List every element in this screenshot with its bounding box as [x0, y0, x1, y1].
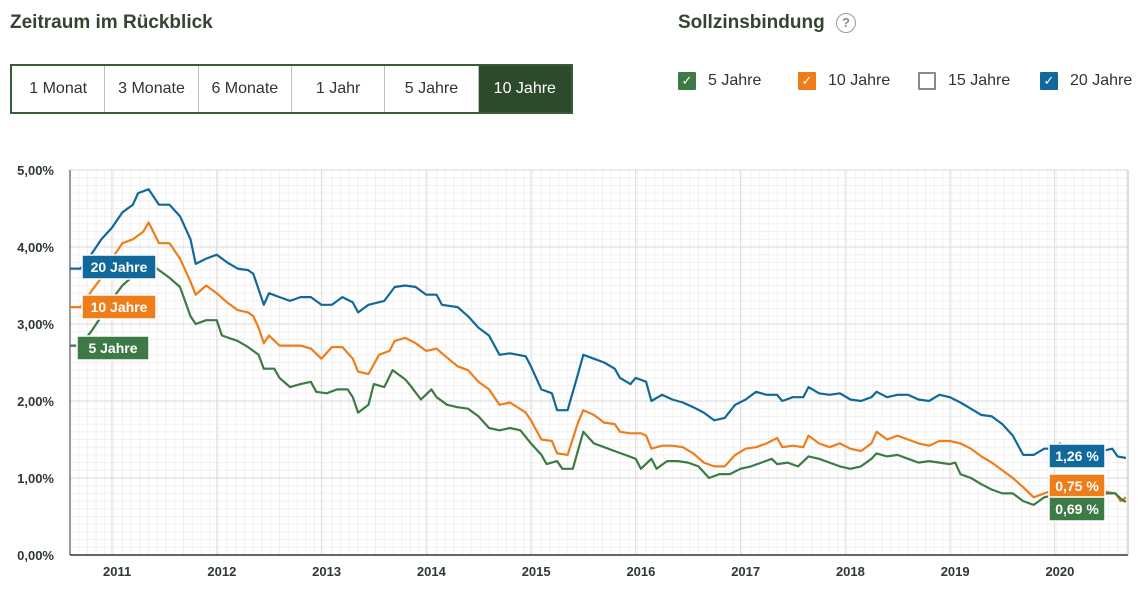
x-tick-label: 2015 [522, 564, 551, 579]
start-tag-label-1: 10 Jahre [91, 299, 148, 315]
end-tag-2 [1048, 496, 1106, 522]
end-tag-0 [1048, 443, 1106, 469]
legend-checkbox-1[interactable]: ✓ [798, 72, 816, 90]
legend-item-1[interactable]: ✓ 10 Jahre [798, 72, 890, 90]
start-tag-2 [76, 335, 150, 361]
x-tick-label: 2017 [731, 564, 760, 579]
series-line-10-jahre [70, 221, 1127, 503]
legend-checkbox-3[interactable]: ✓ [1040, 72, 1058, 90]
x-tick-label: 2011 [103, 564, 131, 579]
start-tag-label-2: 5 Jahre [88, 340, 137, 356]
series-line-20-jahre [70, 188, 1127, 460]
range-button-3[interactable]: 1 Jahr [291, 66, 386, 112]
range-button-5[interactable]: 10 Jahre [478, 66, 571, 112]
start-tag-1 [81, 294, 157, 320]
range-button-2[interactable]: 6 Monate [198, 66, 292, 112]
end-tag-label-0: 1,26 % [1055, 448, 1099, 464]
start-tag-label-0: 20 Jahre [91, 259, 148, 275]
end-tag-label-1: 0,75 % [1055, 478, 1099, 494]
legend-item-0[interactable]: ✓ 5 Jahre [678, 72, 761, 90]
legend-label-0: 5 Jahre [708, 72, 762, 89]
y-tick-label: 0,00% [17, 548, 54, 563]
series-line-5-jahre [70, 261, 1127, 506]
legend-label-2: 15 Jahre [948, 72, 1011, 89]
start-tag-0 [81, 254, 157, 280]
x-tick-label: 2012 [207, 564, 236, 579]
y-tick-label: 2,00% [17, 394, 54, 409]
end-tag-label-2: 0,69 % [1055, 501, 1099, 517]
interest-chart: 0,00% 1,00% 2,00% 3,00% 4,00% 5,00% 2011 2012 20… [17, 163, 1129, 579]
time-range-selector: 1 Monat 3 Monate 6 Monate 1 Jahr 5 Jahre 10 J… [10, 64, 573, 114]
x-tick-label: 2014 [417, 564, 447, 579]
legend-checkbox-0[interactable]: ✓ [678, 72, 696, 90]
range-title: Zeitraum im Rückblick [10, 12, 213, 33]
x-tick-label: 2018 [836, 564, 865, 579]
help-icon[interactable]: ? [836, 13, 856, 33]
y-tick-label: 4,00% [17, 240, 54, 255]
y-tick-label: 5,00% [17, 163, 54, 178]
y-tick-label: 1,00% [17, 471, 54, 486]
legend-label-3: 20 Jahre [1070, 72, 1133, 89]
fixed-rate-title: Sollzinsbindung [678, 12, 825, 33]
x-tick-label: 2016 [626, 564, 655, 579]
y-tick-label: 3,00% [17, 317, 54, 332]
range-button-1[interactable]: 3 Monate [105, 66, 199, 112]
x-tick-label: 2019 [941, 564, 970, 579]
range-button-0[interactable]: 1 Monat [12, 66, 106, 112]
legend-label-1: 10 Jahre [828, 72, 891, 89]
x-tick-label: 2013 [312, 564, 341, 579]
legend-item-3[interactable]: ✓ 20 Jahre [1040, 72, 1132, 90]
legend-checkbox-2[interactable] [918, 72, 936, 90]
range-button-4[interactable]: 5 Jahre [385, 66, 479, 112]
x-tick-label: 2020 [1045, 564, 1074, 579]
legend-item-2[interactable]: 15 Jahre [918, 72, 1010, 90]
